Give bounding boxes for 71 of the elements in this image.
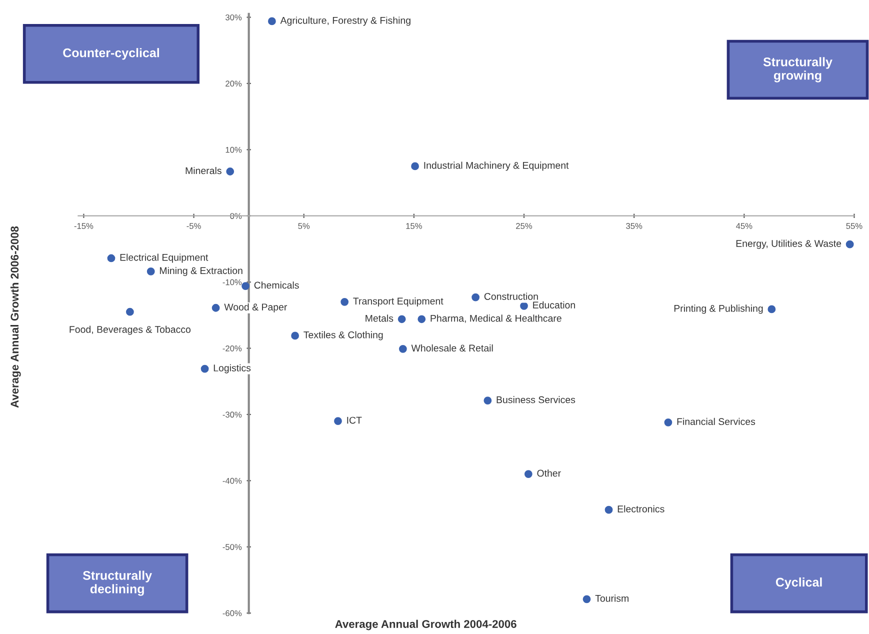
annotation: Education [533, 301, 575, 309]
point [226, 168, 234, 176]
x-tick-label: 45% [736, 223, 752, 229]
y-tick-label: -50% [222, 544, 242, 550]
y-tick-label: -30% [222, 412, 242, 418]
annotation: Structurally declining [82, 570, 152, 596]
point [418, 315, 426, 324]
annotation: Structurally growing [763, 57, 832, 82]
point [846, 240, 854, 248]
annotation: Counter-cyclical [63, 48, 159, 60]
annotation: Other [537, 470, 561, 477]
y-tick-label: 10% [226, 146, 242, 153]
point [200, 364, 209, 373]
point [291, 332, 300, 340]
point [472, 293, 480, 302]
point [107, 254, 116, 262]
y-tick-label: 30% [226, 14, 242, 20]
x-tick-label: 15% [406, 223, 422, 229]
annotation: Wholesale & Retail [411, 344, 493, 352]
annotation: Chemicals [254, 282, 299, 289]
y-tick-label: -40% [222, 478, 242, 484]
annotation: Business Services [496, 396, 576, 404]
annotation: Transport Equipment [353, 297, 444, 306]
annotation: Printing & Publishing [674, 304, 763, 314]
point [582, 595, 591, 604]
point [146, 268, 155, 276]
annotation: Pharma, Medical & Healthcare [430, 314, 562, 323]
annotation: Electrical Equipment [120, 254, 208, 263]
annotation: Food, Beverages & Tobacco [70, 326, 191, 335]
annotation: Industrial Machinery & Equipment [424, 162, 569, 171]
annotation: ICT [347, 416, 362, 424]
point [664, 418, 672, 426]
point [126, 308, 134, 316]
x-axis-title: Average Annual Growth 2004-2006 [335, 620, 516, 630]
point [411, 162, 419, 170]
y-axis-title: Average Annual Growth 2006-2008 [10, 226, 21, 408]
annotation: Agriculture, Forestry & Fishing [280, 16, 410, 26]
point [524, 470, 532, 478]
point [212, 304, 220, 312]
annotation: Cyclical [776, 577, 822, 590]
annotation: Electronics [618, 505, 664, 512]
annotation: Minerals [186, 166, 222, 174]
y-tick-label: 20% [226, 80, 242, 87]
annotation: Logistics [214, 364, 251, 374]
x-tick-label: 25% [516, 223, 532, 229]
x-tick-label: 55% [846, 223, 862, 229]
x-tick-label: -5% [186, 223, 201, 229]
y-tick-label: -10% [222, 279, 242, 286]
annotation: Financial Services [677, 418, 756, 426]
point [334, 417, 342, 426]
annotation: Construction [484, 292, 538, 300]
annotation: Textiles & Clothing [304, 331, 383, 340]
point [484, 396, 492, 405]
point [520, 302, 528, 310]
y-tick-label: -60% [222, 610, 242, 616]
annotation: Energy, Utilities & Waste [736, 240, 842, 249]
x-tick-label: -15% [74, 223, 94, 229]
point [398, 315, 406, 324]
point [268, 17, 276, 26]
annotation: Metals [366, 314, 394, 322]
point [768, 305, 776, 314]
point [340, 298, 349, 306]
x-tick-label: 5% [298, 223, 310, 229]
annotation: Mining & Extraction [160, 266, 242, 276]
point [604, 506, 613, 514]
point [398, 344, 407, 353]
annotation: Tourism [595, 594, 628, 602]
y-tick-label: -20% [222, 345, 242, 352]
point [242, 282, 250, 290]
annotation: Wood & Paper [224, 303, 288, 312]
x-tick-label: 35% [626, 223, 642, 229]
